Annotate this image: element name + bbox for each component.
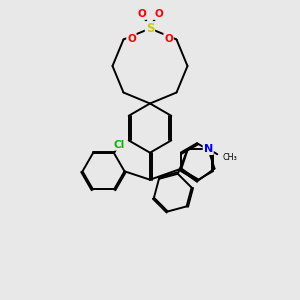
Text: S: S — [146, 22, 154, 35]
Text: O: O — [127, 34, 136, 44]
Text: O: O — [137, 9, 146, 19]
Text: N: N — [204, 144, 213, 154]
Text: Cl: Cl — [113, 140, 124, 150]
Text: O: O — [154, 9, 163, 19]
Text: O: O — [164, 34, 173, 44]
Text: CH₃: CH₃ — [222, 153, 237, 162]
